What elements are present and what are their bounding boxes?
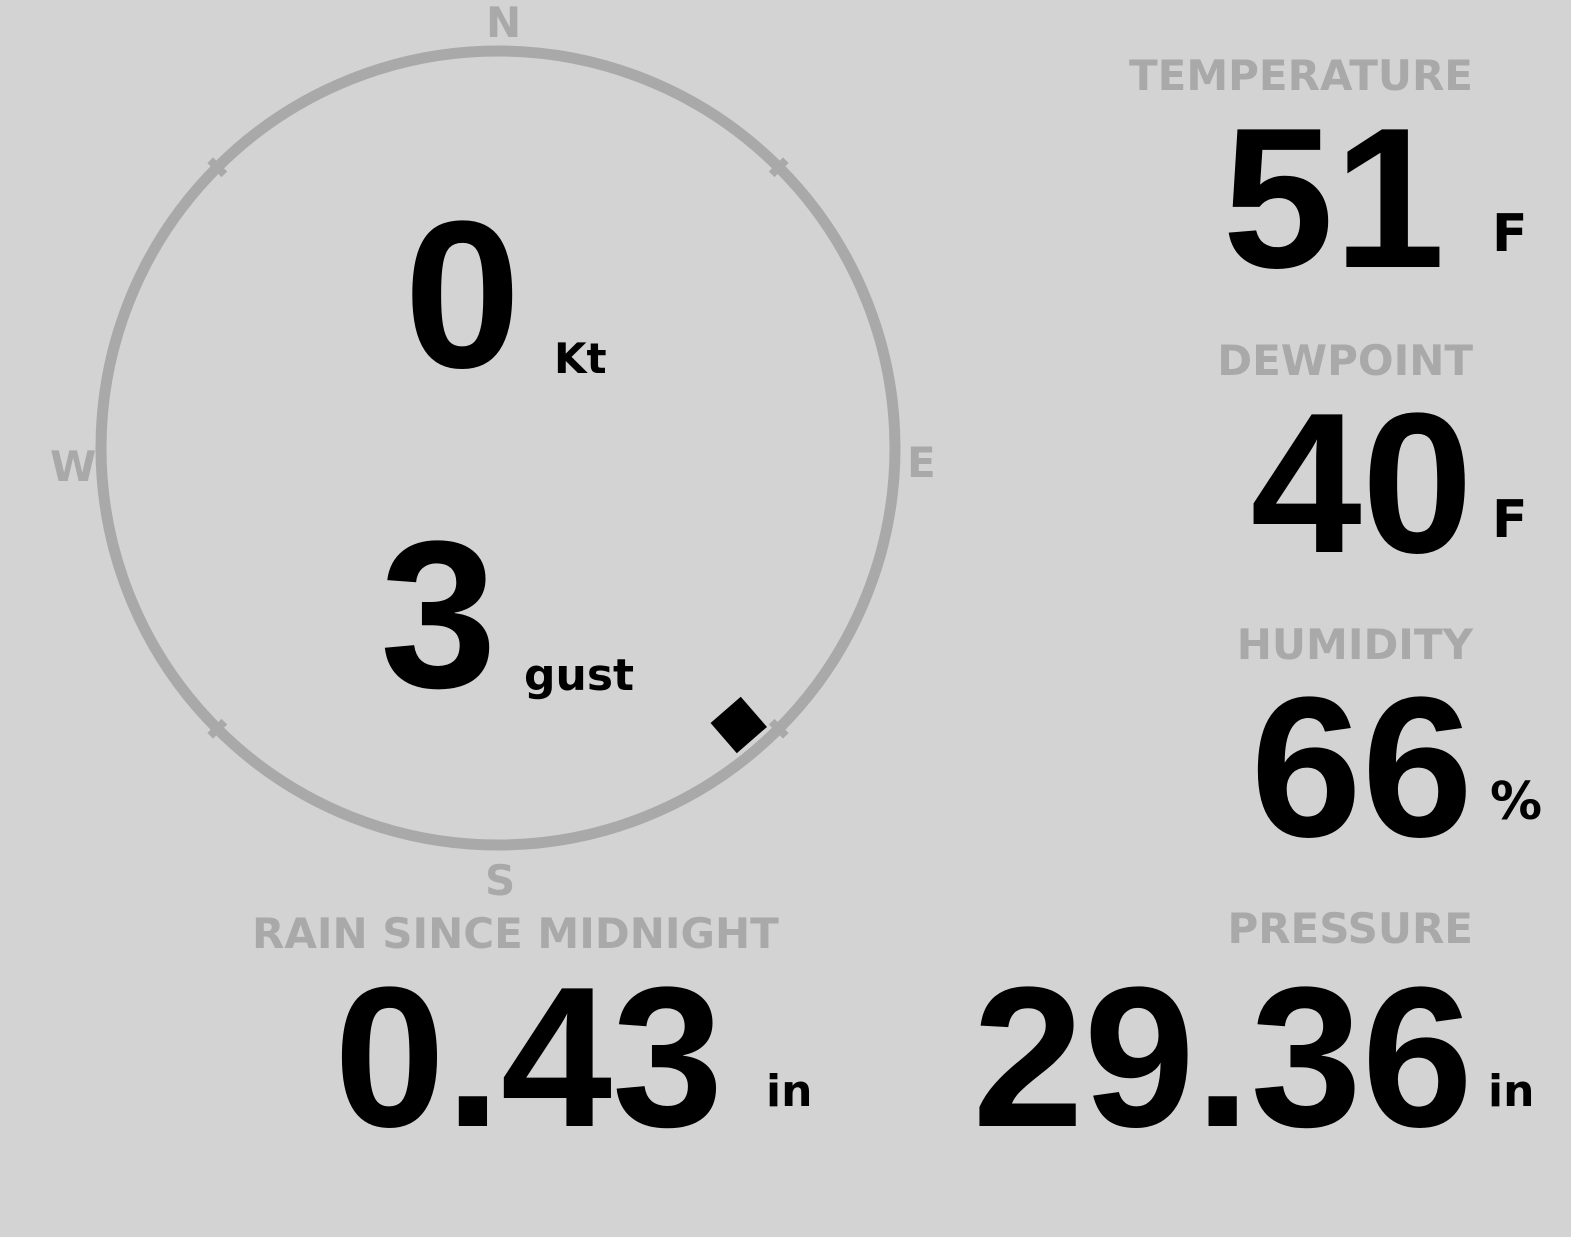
compass-ring: [95, 45, 901, 851]
humidity-unit: %: [1490, 772, 1543, 832]
compass-tick: [207, 718, 228, 739]
rain-value: 0.43: [334, 946, 724, 1169]
temperature-unit: F: [1492, 204, 1528, 264]
compass-east: E: [907, 438, 936, 487]
wind-gust-unit: gust: [524, 650, 635, 701]
pressure-value: 29.36: [972, 946, 1474, 1169]
wind-gust-value: 3: [380, 497, 497, 732]
compass-tick: [207, 157, 228, 178]
wind-compass: [95, 45, 901, 851]
humidity-label: HUMIDITY: [1236, 620, 1473, 669]
compass-tick: [768, 718, 789, 739]
pressure-label: PRESSURE: [1227, 904, 1473, 953]
dewpoint-label: DEWPOINT: [1217, 336, 1473, 385]
dewpoint-value: 40: [1250, 372, 1473, 595]
compass-south: S: [485, 856, 516, 905]
wind-direction-marker: [710, 696, 767, 754]
rain-unit: in: [766, 1066, 813, 1117]
compass-tick: [768, 157, 789, 178]
dewpoint-unit: F: [1492, 490, 1528, 550]
wind-speed-value: 0: [404, 177, 521, 412]
temperature-value: 51: [1222, 87, 1445, 310]
rain-label: RAIN SINCE MIDNIGHT: [252, 909, 779, 958]
temperature-label: TEMPERATURE: [1129, 51, 1473, 100]
compass-west: W: [50, 442, 97, 491]
humidity-value: 66: [1250, 656, 1473, 879]
compass-ticks: [207, 157, 789, 739]
compass-north: N: [486, 0, 522, 47]
wind-speed-unit: Kt: [554, 334, 607, 383]
pressure-unit: in: [1488, 1066, 1535, 1117]
